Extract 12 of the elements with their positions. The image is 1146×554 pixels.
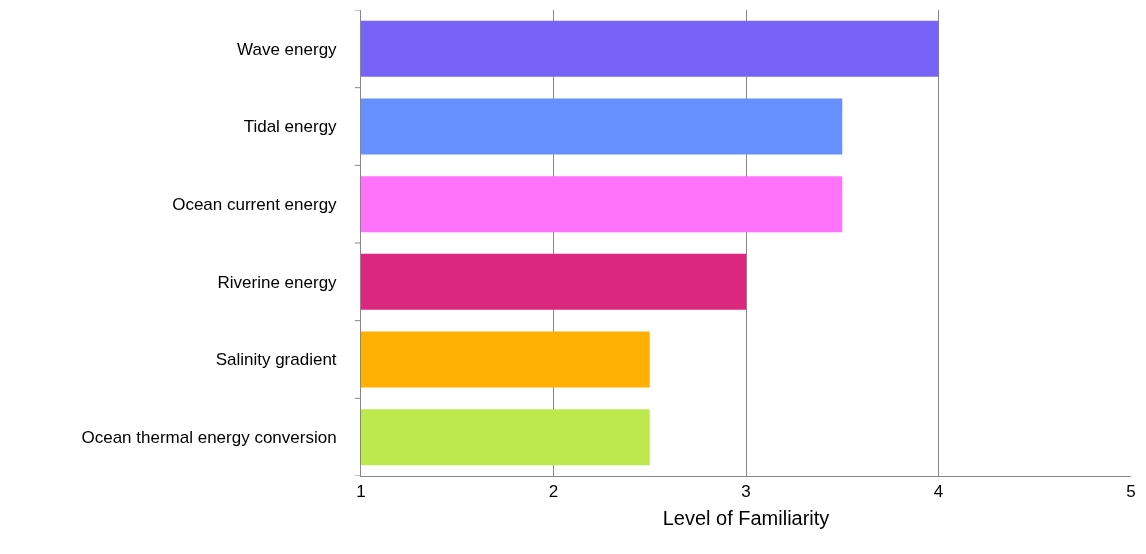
x-tick-label: 2	[548, 482, 559, 502]
y-tick-label: Salinity gradient	[215, 350, 337, 370]
y-tick-label: Riverine energy	[217, 272, 338, 292]
x-tick-label: 5	[1126, 482, 1136, 502]
x-tick-label: 1	[356, 482, 366, 502]
x-tick-label: 4	[933, 482, 944, 502]
x-axis-title: Level of Familiarity	[662, 506, 830, 529]
x-tick-label: 3	[741, 482, 751, 502]
y-tick-label: Ocean thermal energy conversion	[81, 428, 337, 448]
y-tick-label: Tidal energy	[243, 117, 338, 137]
y-tick-label: Wave energy	[237, 39, 338, 59]
y-tick-label: Ocean current energy	[172, 195, 338, 215]
